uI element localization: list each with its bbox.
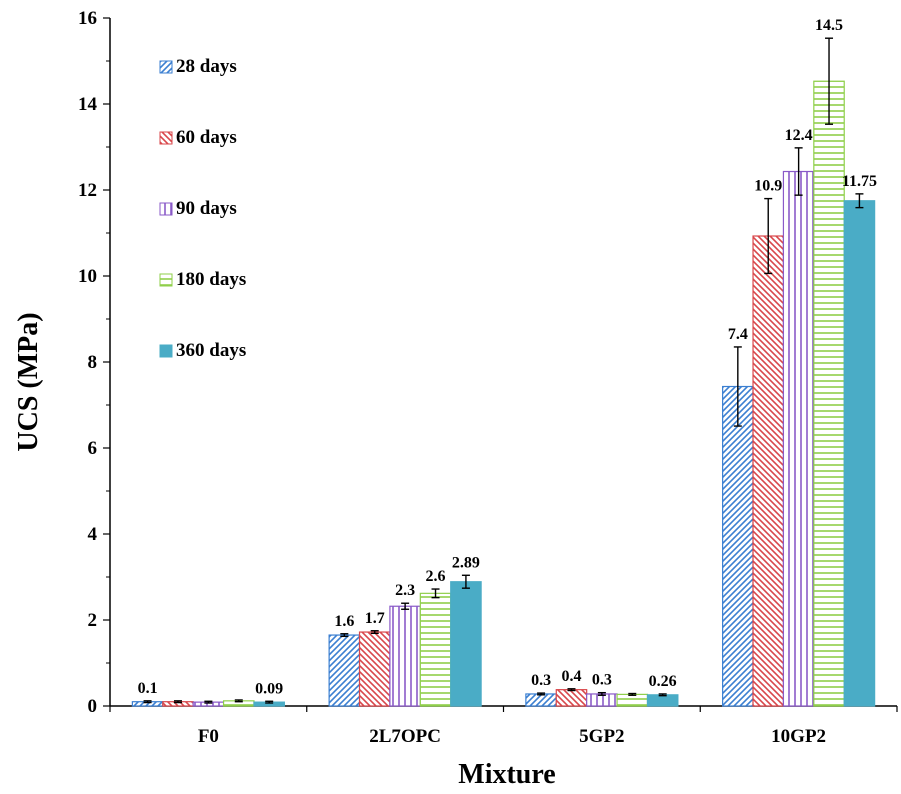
y-tick-label: 0 (88, 696, 98, 717)
y-tick-label: 12 (78, 180, 97, 201)
y-tick-label: 2 (88, 610, 98, 631)
data-label: 0.26 (649, 673, 677, 690)
y-axis-title: UCS (MPa) (13, 312, 44, 451)
x-axis-title: Mixture (458, 759, 555, 789)
bar (616, 693, 649, 707)
y-tick-label: 14 (78, 94, 98, 115)
error-bars (143, 37, 864, 704)
legend-swatch (159, 131, 173, 145)
bar (813, 80, 845, 707)
x-tick-label: 2L7OPC (369, 726, 441, 747)
x-tick-label: 5GP2 (579, 726, 624, 747)
bar (752, 235, 785, 707)
legend-label: 60 days (176, 127, 237, 148)
data-label: 0.09 (255, 680, 283, 697)
data-label: 1.6 (334, 613, 354, 630)
data-label: 10.9 (754, 178, 782, 195)
bar (328, 634, 361, 707)
bar (419, 592, 452, 707)
bar (646, 694, 679, 707)
bar (782, 170, 815, 707)
legend-swatch (159, 60, 173, 74)
y-tick-label: 16 (78, 8, 97, 29)
data-label: 0.1 (138, 680, 158, 697)
y-tick-label: 8 (88, 352, 98, 373)
data-labels: 0.1 0.09 1.6 1.7 2.3 2.6 2.89 0.3 0.4 0.3 0.26 7.4 1… (138, 17, 877, 697)
data-label: 1.7 (365, 610, 385, 627)
data-label: 2.6 (426, 568, 446, 585)
y-tick-label: 10 (78, 266, 97, 287)
y-tick-label: 6 (88, 438, 98, 459)
bar (722, 385, 754, 707)
data-label: 7.4 (728, 326, 748, 343)
data-label: 11.75 (842, 173, 877, 190)
data-label: 0.4 (561, 668, 581, 685)
bar (555, 689, 588, 707)
legend-label: 180 days (176, 269, 246, 290)
legend-swatch (159, 273, 173, 287)
legend-swatch (159, 344, 173, 358)
data-label: 2.89 (452, 554, 480, 571)
legend-swatch (159, 202, 173, 216)
x-tick-label: 10GP2 (771, 726, 826, 747)
data-label: 0.3 (531, 672, 551, 689)
data-label: 12.4 (785, 127, 813, 144)
legend-label: 28 days (176, 56, 237, 77)
y-tick-label: 4 (88, 524, 98, 545)
data-label: 14.5 (815, 17, 843, 34)
bar (843, 200, 876, 707)
bar (389, 605, 421, 707)
bar (358, 631, 391, 707)
data-label: 2.3 (395, 582, 415, 599)
data-label: 0.3 (592, 672, 612, 689)
legend: 28 days 60 days 90 days 180 days 360 days (159, 56, 246, 361)
legend-label: 90 days (176, 198, 237, 219)
bars (131, 80, 876, 707)
bar (450, 581, 482, 707)
bar (525, 693, 557, 707)
legend-label: 360 days (176, 340, 246, 361)
x-tick-label: F0 (198, 726, 219, 747)
